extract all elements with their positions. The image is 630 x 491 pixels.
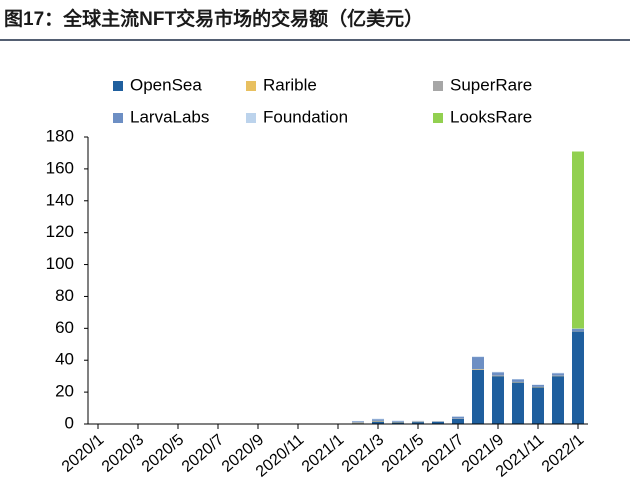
x-tick-label: 2021/3 [339,431,388,476]
bar-segment [452,418,464,424]
x-tick-label: 2022/1 [539,431,588,476]
bar-segment [492,376,504,424]
legend-swatch [113,113,123,123]
bar-segment [392,422,404,424]
bar-segment [532,384,544,387]
bar-segment [532,387,544,424]
x-tick-label: 2021/5 [379,431,428,476]
legend-swatch [433,113,443,123]
y-tick-label: 140 [46,190,74,209]
bar-segment [372,421,384,424]
y-tick-label: 160 [46,158,74,177]
y-tick-label: 20 [55,382,74,401]
legend-label: OpenSea [130,75,202,94]
bar-segment [552,376,564,424]
y-tick-label: 120 [46,222,74,241]
y-tick-label: 80 [55,286,74,305]
y-tick-label: 100 [46,254,74,273]
bar-segment [572,328,584,332]
legend-swatch [246,113,256,123]
x-tick-label: 2020/1 [59,431,108,476]
bar-segment [472,357,484,369]
x-tick-label: 2020/5 [139,431,188,476]
bar-segment [452,416,464,419]
y-tick-label: 40 [55,350,74,369]
bar-segment [552,373,564,376]
x-tick-label: 2020/3 [99,431,148,476]
legend-label: Foundation [263,107,348,126]
bar-segment [392,421,404,422]
y-tick-label: 60 [55,318,74,337]
bar-segment [372,419,384,421]
bar-segment [572,151,584,329]
legend-swatch [113,81,123,91]
x-tick-label: 2021/1 [299,431,348,476]
bar-segment [472,369,484,424]
chart-title: 图17：全球主流NFT交易市场的交易额（亿美元） [4,7,423,30]
bar-segment [512,379,524,382]
legend-label: Rarible [263,75,317,94]
legend-swatch [246,81,256,91]
bar-segment [572,331,584,424]
y-tick-label: 0 [65,413,74,432]
y-tick-label: 180 [46,126,74,145]
legend-label: LarvaLabs [130,107,209,126]
bar-segment [512,382,524,424]
bar-segment [432,421,444,424]
x-tick-label: 2020/7 [179,431,228,476]
bar-segment [412,422,424,424]
legend-label: SuperRare [450,75,532,94]
legend-swatch [433,81,443,91]
bar-segment [352,421,364,423]
bar-segment [492,372,504,376]
legend-label: LooksRare [450,107,532,126]
x-tick-label: 2021/7 [419,431,468,476]
